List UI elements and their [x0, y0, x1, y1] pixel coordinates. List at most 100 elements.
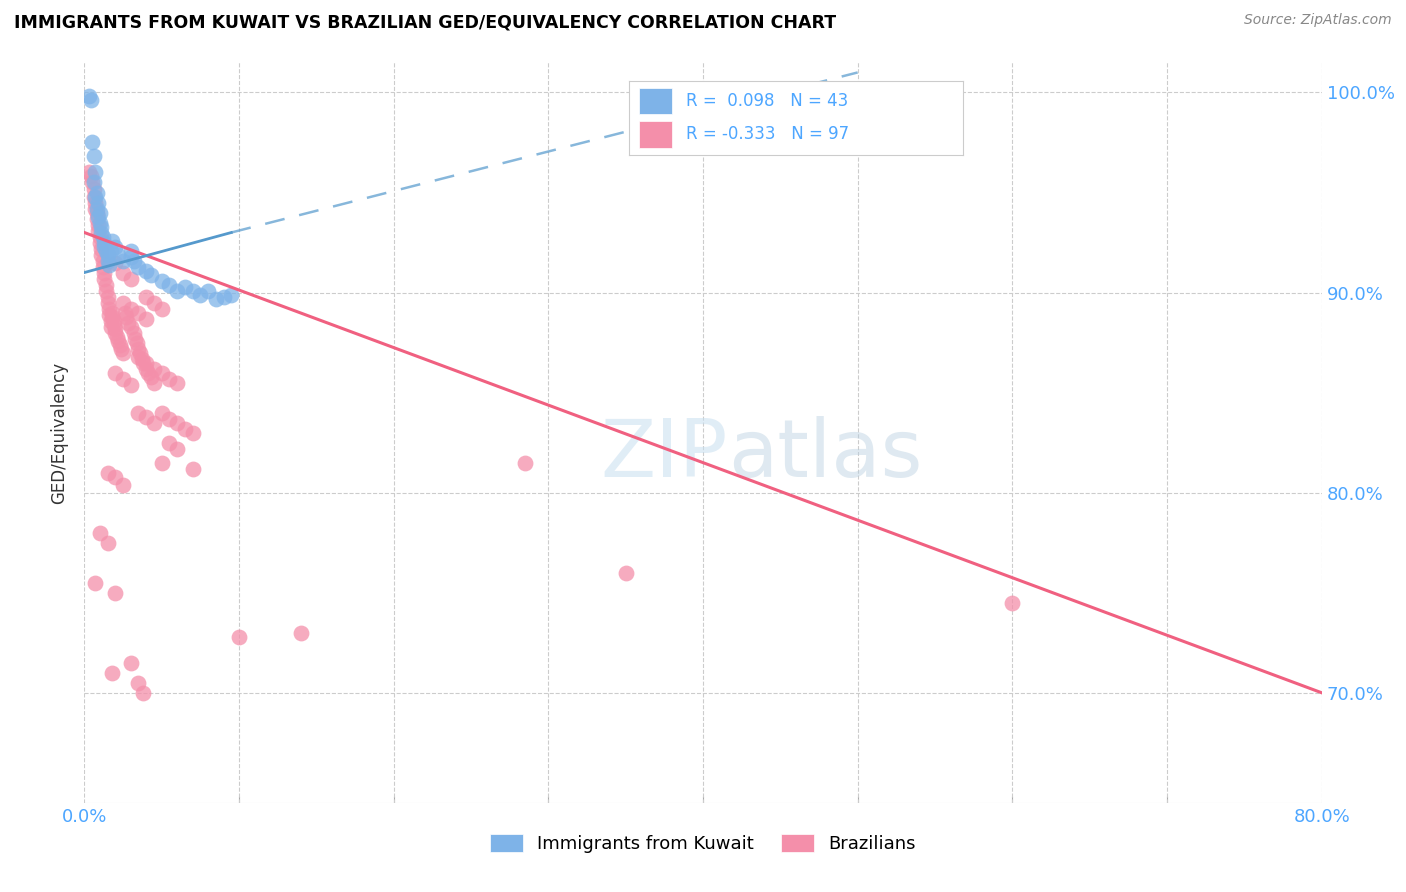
Point	[120, 319, 142, 334]
Point	[127, 406, 149, 420]
Point	[127, 350, 149, 364]
Point	[122, 326, 145, 340]
Point	[84, 202, 107, 216]
Point	[139, 268, 162, 282]
Point	[150, 301, 173, 316]
Point	[91, 260, 114, 274]
Point	[90, 219, 112, 234]
Point	[101, 310, 124, 324]
Point	[159, 435, 180, 450]
Point	[91, 253, 114, 268]
Point	[212, 289, 235, 303]
Point	[143, 376, 166, 390]
Point	[98, 308, 121, 322]
Text: Source: ZipAtlas.com: Source: ZipAtlas.com	[1244, 13, 1392, 28]
Point	[127, 260, 149, 274]
Point	[86, 202, 108, 216]
Point	[120, 244, 142, 258]
Point	[174, 422, 197, 436]
Point	[166, 376, 188, 390]
Point	[77, 165, 100, 179]
Point	[112, 295, 135, 310]
Point	[112, 345, 135, 359]
Point	[83, 176, 105, 190]
Point	[100, 313, 122, 327]
Point	[124, 332, 146, 346]
Point	[112, 371, 135, 385]
Point	[87, 223, 110, 237]
Point	[135, 361, 157, 376]
Point	[135, 355, 157, 369]
Point	[84, 575, 107, 590]
Point	[83, 149, 105, 163]
Point	[87, 210, 110, 224]
Point	[96, 253, 118, 268]
Point	[98, 301, 121, 316]
Text: ZIP: ZIP	[600, 416, 728, 494]
Point	[89, 205, 111, 219]
Point	[219, 287, 242, 301]
Point	[79, 94, 101, 108]
Point	[127, 342, 149, 356]
Point	[94, 277, 117, 292]
Point	[139, 369, 162, 384]
Point	[143, 361, 166, 376]
Point	[103, 313, 125, 327]
Point	[105, 329, 128, 343]
Point	[101, 234, 124, 248]
Point	[107, 334, 129, 348]
Point	[83, 181, 105, 195]
Point	[143, 295, 166, 310]
Point	[96, 289, 118, 303]
Point	[94, 284, 117, 298]
Y-axis label: GED/Equivalency: GED/Equivalency	[51, 361, 69, 504]
Point	[86, 205, 108, 219]
Point	[107, 247, 129, 261]
Point	[135, 409, 157, 424]
Point	[115, 310, 138, 324]
Point	[120, 377, 142, 392]
Point	[135, 289, 157, 303]
Point	[159, 411, 180, 425]
Point	[127, 305, 149, 319]
Point	[82, 176, 104, 190]
Point	[127, 675, 149, 690]
Point	[166, 284, 188, 298]
Point	[132, 686, 155, 700]
Point	[96, 466, 118, 480]
Point	[96, 295, 118, 310]
Text: atlas: atlas	[728, 416, 922, 494]
Point	[129, 345, 152, 359]
Point	[104, 255, 127, 269]
Point	[181, 284, 204, 298]
Point	[93, 271, 115, 285]
Point	[150, 366, 173, 380]
Point	[290, 625, 312, 640]
Point	[174, 279, 197, 293]
Point	[79, 169, 101, 184]
Point	[181, 461, 204, 475]
Point	[103, 318, 125, 332]
Point	[108, 337, 131, 351]
Point	[614, 566, 637, 580]
Point	[197, 284, 219, 298]
Point	[112, 477, 135, 491]
Point	[89, 215, 111, 229]
Point	[132, 355, 155, 369]
Point	[82, 136, 104, 150]
Point	[136, 366, 159, 380]
Point	[205, 292, 228, 306]
Point	[90, 247, 112, 261]
Point	[86, 186, 108, 200]
Point	[181, 425, 204, 440]
Point	[84, 189, 107, 203]
Point	[83, 189, 105, 203]
Point	[104, 326, 127, 340]
Point	[150, 274, 173, 288]
Point	[114, 305, 136, 319]
Point	[100, 319, 122, 334]
Point	[89, 525, 111, 540]
Point	[1001, 596, 1024, 610]
Point	[125, 335, 148, 350]
Point	[104, 469, 127, 483]
